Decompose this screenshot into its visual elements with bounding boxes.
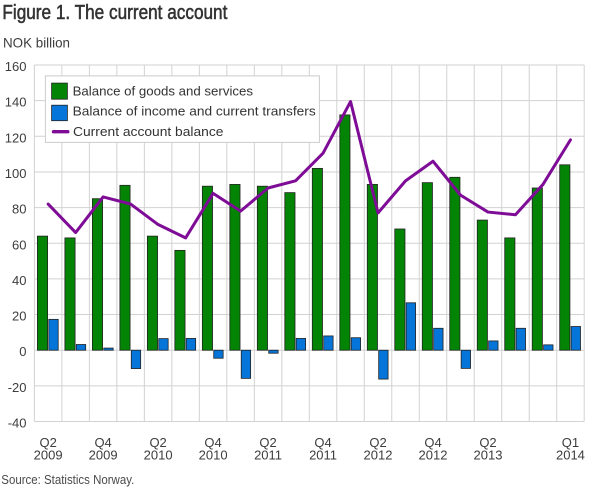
svg-text:160: 160 — [5, 59, 27, 74]
svg-text:2009: 2009 — [34, 448, 63, 463]
svg-text:0: 0 — [19, 344, 26, 359]
svg-text:2010: 2010 — [144, 448, 173, 463]
svg-text:Q2: Q2 — [259, 435, 276, 450]
svg-text:Q4: Q4 — [94, 435, 111, 450]
svg-text:20: 20 — [12, 309, 26, 324]
svg-text:-20: -20 — [8, 380, 27, 395]
svg-text:120: 120 — [5, 130, 27, 145]
svg-text:2009: 2009 — [89, 448, 118, 463]
svg-text:Balance of goods and services: Balance of goods and services — [73, 83, 254, 98]
svg-text:Q4: Q4 — [424, 435, 441, 450]
svg-text:Source: Statistics Norway.: Source: Statistics Norway. — [1, 472, 134, 487]
svg-text:Current account balance: Current account balance — [73, 124, 223, 139]
svg-text:2011: 2011 — [254, 448, 282, 463]
svg-text:Q2: Q2 — [479, 435, 496, 450]
svg-text:60: 60 — [12, 237, 26, 252]
svg-text:-40: -40 — [8, 416, 27, 431]
svg-text:100: 100 — [5, 166, 27, 181]
svg-text:Figure 1. The current account: Figure 1. The current account — [2, 2, 227, 24]
svg-text:Q2: Q2 — [149, 435, 166, 450]
svg-text:Q2: Q2 — [369, 435, 386, 450]
svg-text:80: 80 — [12, 202, 26, 217]
svg-text:NOK billion: NOK billion — [3, 35, 70, 51]
svg-text:2012: 2012 — [419, 448, 448, 463]
svg-text:Q4: Q4 — [204, 435, 221, 450]
svg-text:2010: 2010 — [199, 448, 228, 463]
svg-text:Balance of income and current: Balance of income and current transfers — [73, 104, 317, 119]
svg-text:2012: 2012 — [364, 448, 393, 463]
svg-text:2013: 2013 — [474, 448, 503, 463]
svg-text:140: 140 — [5, 95, 27, 110]
svg-text:2014: 2014 — [556, 448, 585, 463]
svg-text:2011: 2011 — [309, 448, 337, 463]
svg-text:40: 40 — [12, 273, 26, 288]
svg-text:Q2: Q2 — [39, 435, 56, 450]
svg-text:Q1: Q1 — [562, 435, 579, 450]
svg-text:Q4: Q4 — [314, 435, 331, 450]
